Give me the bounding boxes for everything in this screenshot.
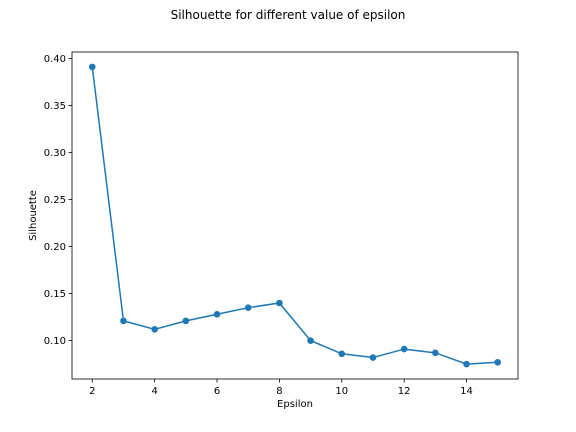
y-tick-label: 0.20 xyxy=(44,242,66,253)
y-tick-label: 0.15 xyxy=(44,289,66,300)
chart-title: Silhouette for different value of epsilo… xyxy=(171,8,406,22)
data-point xyxy=(338,350,346,358)
x-tick-label: 4 xyxy=(151,386,157,397)
x-tick-label: 6 xyxy=(214,386,220,397)
x-tick-label: 14 xyxy=(460,386,473,397)
data-point xyxy=(213,310,221,318)
data-point xyxy=(120,317,127,325)
y-axis-label: Silhouette xyxy=(28,190,39,241)
y-tick-label: 0.30 xyxy=(44,148,66,159)
y-tick-label: 0.25 xyxy=(44,195,66,206)
data-point xyxy=(307,337,314,344)
x-tick-label: 10 xyxy=(335,386,348,397)
data-point xyxy=(276,299,283,307)
data-point xyxy=(182,317,190,325)
data-point xyxy=(432,349,439,357)
y-tick-label: 0.10 xyxy=(44,336,66,347)
series-line xyxy=(91,66,498,365)
y-axis: 0.10 0.15 0.20 0.25 0.30 0.35 0.40 xyxy=(44,54,72,347)
data-point xyxy=(88,63,96,71)
x-tick-label: 12 xyxy=(398,386,411,397)
plot-frame xyxy=(71,51,519,380)
y-tick-label: 0.35 xyxy=(44,101,66,112)
x-axis-label: Epsilon xyxy=(277,399,313,410)
data-point xyxy=(463,360,470,368)
y-tick-label: 0.40 xyxy=(44,54,66,65)
data-point xyxy=(244,304,252,311)
x-tick-label: 8 xyxy=(276,386,282,397)
x-tick-label: 2 xyxy=(89,386,95,397)
data-points xyxy=(88,63,502,368)
data-point xyxy=(494,358,502,366)
data-point xyxy=(369,354,377,361)
x-axis: 2 4 6 8 10 12 14 xyxy=(89,379,473,397)
data-point xyxy=(400,345,408,353)
data-point xyxy=(151,326,158,333)
